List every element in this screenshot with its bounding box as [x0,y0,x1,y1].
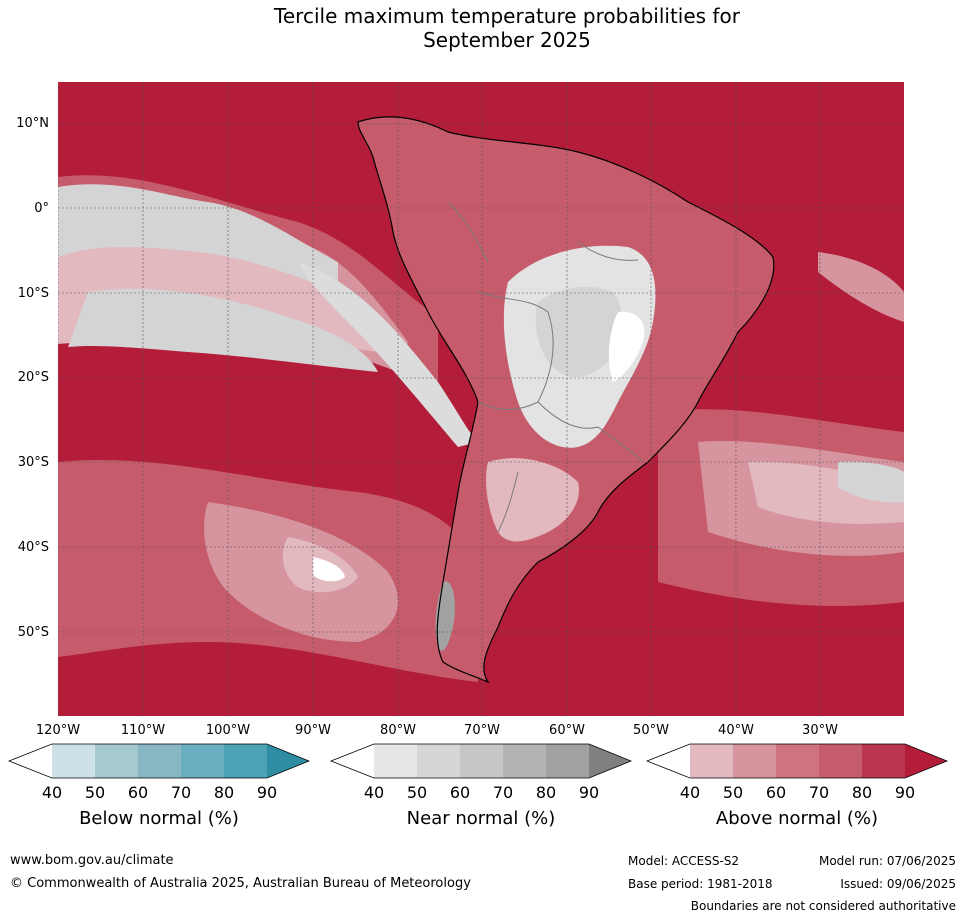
ocean-near-normal-2 [68,288,378,372]
above-normal-swatch-4 [819,744,862,778]
below-normal-tick-50: 50 [84,783,106,802]
below-normal-tick-80: 80 [213,783,235,802]
near-normal-tick-80: 80 [535,783,557,802]
footer-copyright: © Commonwealth of Australia 2025, Austra… [10,876,471,891]
lon-label-60w: 60°W [549,723,585,738]
lat-label-20s: 20°S [17,370,49,385]
colorbar-below-normal [7,743,311,783]
colorbar-near-normal-svg [329,743,633,779]
near-normal-swatch-0 [331,744,374,778]
near-normal-tick-40: 40 [363,783,385,802]
lon-label-70w: 70°W [464,723,500,738]
near-normal-tick-70: 70 [492,783,514,802]
colorbar-below-normal-svg [7,743,311,779]
above-normal-tick-40: 40 [679,783,701,802]
above-normal-tick-60: 60 [765,783,787,802]
lon-label-110w: 110°W [120,723,166,738]
below-normal-swatch-0 [9,744,52,778]
interior-white-patch [608,311,645,382]
near-normal-swatch-6 [589,744,631,778]
interior-near-normal-core [535,286,623,377]
above-normal-tick-80: 80 [851,783,873,802]
lat-label-0: 0° [34,201,49,216]
chart-title: Tercile maximum temperature probabilitie… [0,4,965,52]
below-normal-swatch-5 [224,744,267,778]
below-normal-outline [7,743,311,779]
title-line-2: September 2025 [423,28,591,52]
lon-label-50w: 50°W [633,723,669,738]
coastline [357,116,775,684]
near-normal-tick-50: 50 [406,783,428,802]
below-normal-swatch-6 [267,744,309,778]
ocean-near-normal-1 [58,184,338,292]
lon-label-90w: 90°W [295,723,331,738]
below-normal-swatch-1 [52,744,95,778]
title-line-1: Tercile maximum temperature probabilitie… [274,4,740,28]
above-normal-tick-90: 90 [894,783,916,802]
colorbar-above-normal-label: Above normal (%) [715,808,879,829]
pampas-band [486,458,579,542]
footer-issued: Issued: 09/06/2025 [840,877,956,891]
colorbar-near-normal-label: Near normal (%) [406,808,556,829]
above-normal-swatch-0 [647,744,690,778]
lon-label-120w: 120°W [35,723,81,738]
near-normal-tick-90: 90 [578,783,600,802]
footer-model: Model: ACCESS-S2 [628,854,740,868]
below-normal-tick-90: 90 [256,783,278,802]
map-canvas [58,82,904,716]
near-normal-swatch-1 [374,744,417,778]
lon-label-40w: 40°W [718,723,754,738]
below-normal-tick-70: 70 [170,783,192,802]
lon-label-100w: 100°W [205,723,251,738]
ocean-near-normal-3 [298,262,478,447]
above-normal-swatch-6 [905,744,947,778]
lon-label-80w: 80°W [380,723,416,738]
below-normal-tick-60: 60 [127,783,149,802]
lat-label-30s: 30°S [17,455,49,470]
lon-label-30w: 30°W [802,723,838,738]
above-normal-swatch-3 [776,744,819,778]
below-normal-tick-40: 40 [41,783,63,802]
graticule [58,82,904,716]
footer-model-run: Model run: 07/06/2025 [818,854,956,868]
above-normal-tick-70: 70 [808,783,830,802]
near-normal-outline [329,743,633,779]
lat-label-10s: 10°S [17,286,49,301]
near-normal-swatch-2 [417,744,460,778]
colorbar-above-normal-svg [645,743,949,779]
lat-label-50s: 50°S [17,625,49,640]
probability-map [58,82,904,716]
below-normal-swatch-3 [138,744,181,778]
above-normal-swatch-1 [690,744,733,778]
lat-label-40s: 40°S [17,540,49,555]
near-normal-swatch-3 [460,744,503,778]
near-normal-swatch-5 [546,744,589,778]
above-normal-tick-50: 50 [722,783,744,802]
near-normal-swatch-4 [503,744,546,778]
colorbar-above-normal [645,743,949,783]
southern-white-patch [313,557,345,582]
above-normal-swatch-2 [733,744,776,778]
above-normal-swatch-5 [862,744,905,778]
lat-label-10n: 10°N [16,116,49,131]
colorbar-near-normal [329,743,633,783]
country-borders [447,201,644,533]
below-normal-swatch-2 [95,744,138,778]
above-normal-outline [645,743,949,779]
atlantic-north-band [818,252,904,322]
footer-website-link[interactable]: www.bom.gov.au/climate [10,853,174,868]
below-normal-swatch-4 [181,744,224,778]
atlantic-near-normal [838,461,904,503]
footer-base-period: Base period: 1981-2018 [628,877,773,891]
near-normal-tick-60: 60 [449,783,471,802]
footer-disclaimer: Boundaries are not considered authoritat… [690,899,956,913]
colorbar-below-normal-label: Below normal (%) [79,808,239,829]
